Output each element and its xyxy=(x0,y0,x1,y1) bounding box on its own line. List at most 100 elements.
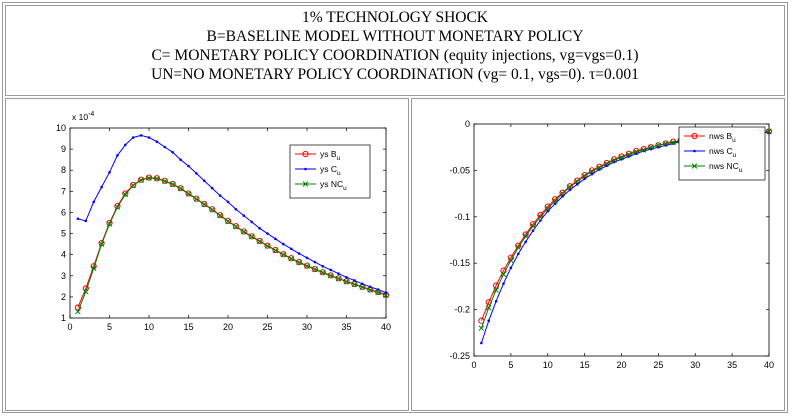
data-point xyxy=(240,228,247,235)
x-tick-label: 15 xyxy=(183,322,193,332)
x-tick-label: 20 xyxy=(616,360,626,370)
data-point xyxy=(130,182,136,189)
data-point xyxy=(480,341,483,345)
data-point xyxy=(209,206,215,213)
y-tick-label: 3 xyxy=(61,271,66,281)
x-tick-label: 5 xyxy=(508,360,513,370)
data-point xyxy=(766,128,772,135)
data-point xyxy=(662,140,669,147)
data-point xyxy=(581,173,588,179)
data-point xyxy=(147,136,151,139)
data-point xyxy=(288,255,295,262)
data-point xyxy=(288,255,294,262)
data-point xyxy=(303,262,311,269)
legend-entry-label: ys Cu xyxy=(320,164,341,177)
data-point xyxy=(537,214,544,220)
data-point xyxy=(531,229,535,233)
data-point xyxy=(375,289,381,296)
data-point xyxy=(177,185,184,192)
data-point xyxy=(74,304,82,311)
data-point xyxy=(242,214,246,217)
data-point xyxy=(250,220,253,224)
series-2 xyxy=(76,134,388,294)
header-line-no-coordination: UN=NO MONETARY POLICY COORDINATION (vg= … xyxy=(151,66,639,83)
data-point xyxy=(327,273,334,279)
y-tick-label: 8 xyxy=(61,165,66,175)
data-point xyxy=(353,279,356,282)
legend-marker xyxy=(302,150,309,158)
data-point xyxy=(297,252,301,255)
data-point xyxy=(169,180,176,188)
legend-series-sub: u xyxy=(739,167,743,174)
x-tick-label: 5 xyxy=(107,322,112,332)
data-point xyxy=(626,151,632,158)
data-point xyxy=(351,281,358,288)
data-point xyxy=(335,275,342,282)
legend-series-sub: u xyxy=(343,185,347,192)
exponent-power: -4 xyxy=(88,111,94,118)
series-3 xyxy=(75,175,389,315)
legend-series-name: nws NC xyxy=(709,161,739,171)
data-point xyxy=(530,223,536,229)
data-point xyxy=(234,207,238,211)
legend-series-sub: u xyxy=(732,137,736,144)
data-point xyxy=(546,209,550,213)
legend-series-name: ys C xyxy=(320,164,337,174)
series-line xyxy=(77,177,387,312)
data-point xyxy=(289,247,293,251)
data-point xyxy=(544,205,551,212)
data-point xyxy=(108,171,111,174)
data-point xyxy=(75,308,81,315)
header-line-baseline: B=BASELINE MODEL WITHOUT MONETARY POLICY xyxy=(206,28,584,45)
data-point xyxy=(241,229,247,235)
data-point xyxy=(210,186,214,190)
data-point xyxy=(329,268,333,272)
legend-entry-label: ys NCu xyxy=(320,179,347,192)
data-point xyxy=(559,190,566,197)
data-point xyxy=(478,325,485,331)
data-point xyxy=(574,178,581,185)
x-tick-label: 0 xyxy=(471,360,476,370)
header-line-coordination: C= MONETARY POLICY COORDINATION (equity … xyxy=(151,47,639,64)
data-point xyxy=(502,282,505,285)
data-point xyxy=(124,143,127,147)
data-point xyxy=(258,226,261,230)
legend-series-name: nws B xyxy=(709,131,732,141)
data-point xyxy=(203,179,206,183)
data-point xyxy=(596,164,603,171)
data-point xyxy=(280,251,287,258)
data-point xyxy=(114,204,121,210)
x-tick-label: 35 xyxy=(341,322,351,332)
data-point xyxy=(603,161,610,167)
data-point xyxy=(280,251,287,258)
y-tick-label: 9 xyxy=(61,144,66,154)
legend-entry-label: nws Bu xyxy=(709,131,736,144)
data-point xyxy=(130,181,137,189)
y-tick-label: 10 xyxy=(56,123,66,133)
legend-series-sub: u xyxy=(733,152,737,159)
data-point xyxy=(589,168,595,175)
data-point xyxy=(640,147,647,153)
data-point xyxy=(561,195,564,198)
x-tick-label: 10 xyxy=(543,360,553,370)
data-point xyxy=(193,196,200,202)
data-point xyxy=(304,263,310,269)
data-point xyxy=(611,157,617,163)
y-tick-label: -0.25 xyxy=(449,351,470,361)
x-tick-label: 10 xyxy=(144,322,154,332)
data-point xyxy=(590,172,594,176)
x-tick-label: 40 xyxy=(381,322,391,332)
nws-chart: 0 5 10 15 20 25 30 35 40 0 -0.05 -0.1 -0.15 -0.2 -0.25… xyxy=(449,119,774,370)
data-point xyxy=(337,272,340,275)
y-tick-label: -0.05 xyxy=(449,165,470,175)
data-point xyxy=(177,185,184,192)
figure-header: 1% TECHNOLOGY SHOCK B=BASELINE MODEL WIT… xyxy=(5,5,785,96)
data-point xyxy=(139,134,143,137)
data-point xyxy=(272,246,279,254)
data-point xyxy=(106,221,113,227)
data-point xyxy=(224,217,232,224)
data-point xyxy=(670,139,676,146)
x-tick-label: 35 xyxy=(727,360,737,370)
